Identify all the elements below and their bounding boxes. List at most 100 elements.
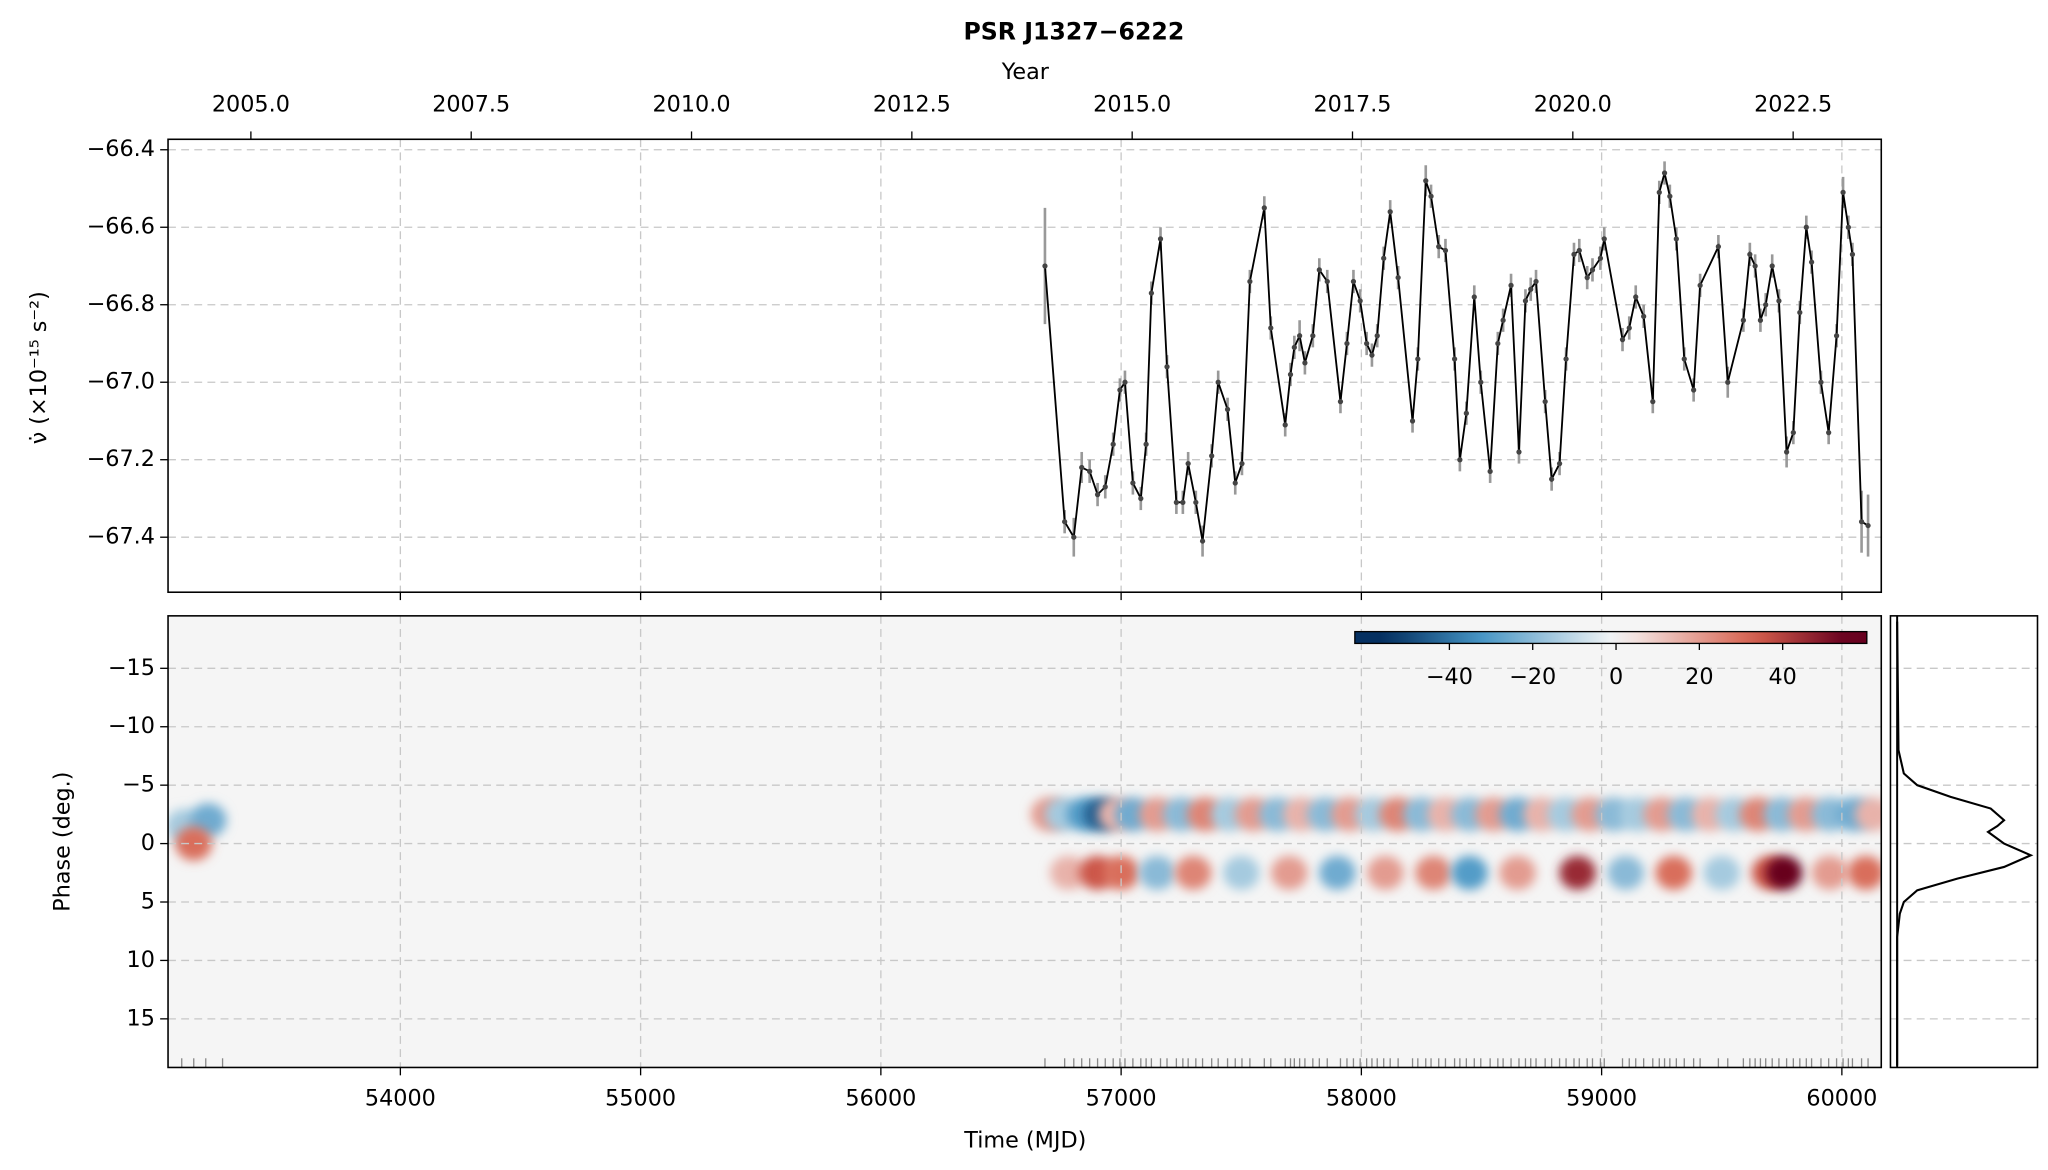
data-point	[1740, 317, 1746, 323]
heatmap-cell	[1607, 855, 1645, 890]
data-point	[1102, 484, 1108, 490]
x2-tick-label: 2005.0	[212, 92, 290, 118]
data-point	[1247, 278, 1253, 285]
data-point	[1296, 333, 1303, 339]
profile-line	[1896, 621, 2034, 1066]
data-point	[1818, 379, 1824, 385]
x2-tick-label: 2007.5	[432, 92, 510, 118]
heatmap-background	[168, 615, 1882, 1068]
data-point	[1261, 205, 1267, 211]
data-point	[1415, 356, 1421, 362]
x2-tick-label: 2015.0	[1093, 92, 1171, 118]
data-point	[1357, 298, 1363, 304]
x2-tick-label: 2012.5	[873, 92, 951, 118]
data-point	[1110, 441, 1116, 447]
x2-tick-label: 2022.5	[1754, 92, 1832, 118]
data-point	[1374, 333, 1380, 339]
phase-axis-label: Phase (deg.)	[50, 772, 76, 912]
data-point	[1287, 371, 1294, 378]
colorbar	[1354, 630, 1868, 645]
data-point	[1122, 379, 1128, 385]
heatmap-cell	[1174, 855, 1212, 890]
data-point	[1752, 263, 1758, 269]
data-point	[1533, 278, 1539, 285]
data-point	[1500, 317, 1506, 323]
data-point	[1650, 398, 1656, 405]
data-point	[1556, 460, 1563, 467]
chart-title: PSR J1327−6222	[963, 17, 1184, 45]
data-point	[1691, 387, 1697, 393]
data-point	[1364, 340, 1370, 347]
data-point	[1324, 278, 1330, 285]
data-point	[1209, 453, 1215, 459]
colorbar-tick-label: 40	[1768, 664, 1796, 690]
x2-tick-label: 2010.0	[653, 92, 731, 118]
data-point	[1840, 189, 1846, 196]
x2-tick-label: 2020.0	[1534, 92, 1612, 118]
data-point	[1661, 170, 1668, 176]
data-point	[1542, 398, 1548, 405]
data-point	[1316, 267, 1322, 273]
heatmap-cell	[1499, 855, 1536, 890]
x-tick-label: 59000	[1566, 1085, 1637, 1111]
data-point	[1062, 519, 1068, 525]
data-point	[1337, 398, 1344, 405]
data-point	[1757, 317, 1764, 323]
data-point	[1185, 460, 1191, 467]
data-point	[1239, 460, 1245, 467]
data-point	[1130, 480, 1136, 486]
data-point	[1776, 298, 1782, 304]
data-point	[1451, 356, 1458, 362]
data-point	[1865, 522, 1871, 529]
data-point	[1148, 290, 1155, 296]
x-tick-label: 58000	[1326, 1085, 1397, 1111]
heatmap-cell	[175, 826, 213, 861]
data-point	[1797, 309, 1803, 316]
data-point	[1803, 224, 1809, 230]
x-tick-label: 57000	[1086, 1085, 1157, 1111]
y-tick-label: 5	[141, 889, 155, 915]
y-tick-label: −67.2	[87, 446, 155, 472]
data-point	[1117, 387, 1123, 393]
axes-frame	[167, 138, 1883, 594]
heatmap-cell	[1222, 855, 1260, 890]
colorbar-tick-label: −40	[1426, 664, 1473, 690]
data-point	[1697, 282, 1703, 288]
data-point	[1350, 278, 1357, 285]
data-point	[1747, 251, 1753, 257]
x-tick-label: 56000	[845, 1085, 916, 1111]
data-point	[1436, 243, 1442, 250]
data-point	[1232, 480, 1238, 486]
data-point	[1845, 224, 1851, 230]
data-point	[1508, 282, 1514, 288]
data-point	[1849, 251, 1856, 257]
axes-frame	[1889, 615, 2039, 1069]
x-tick-label: 55000	[605, 1085, 676, 1111]
data-point	[1549, 476, 1555, 482]
data-point	[1858, 519, 1865, 525]
x-tick-label: 60000	[1806, 1085, 1877, 1111]
data-point	[1180, 499, 1186, 505]
x2-tick-label: 2017.5	[1313, 92, 1391, 118]
data-point	[1601, 236, 1607, 242]
y-axis-label: ν̇ (×10⁻¹⁵ s⁻²)	[26, 291, 52, 444]
data-point	[1079, 464, 1085, 471]
data-point	[1563, 356, 1569, 362]
heatmap-cell	[1703, 855, 1741, 890]
y-tick-label: 15	[127, 1005, 155, 1031]
heatmap-cell	[1138, 855, 1176, 890]
data-point	[1302, 360, 1308, 366]
data-point	[1619, 336, 1626, 343]
data-point	[1597, 255, 1604, 261]
y-tick-label: −67.0	[87, 369, 155, 395]
data-point	[1495, 340, 1501, 347]
data-point	[1395, 274, 1401, 281]
data-point	[1715, 243, 1722, 250]
data-point	[1344, 340, 1350, 347]
data-point	[1833, 333, 1840, 339]
data-point	[1094, 491, 1101, 498]
y-tick-label: −66.6	[87, 214, 155, 240]
y-tick-label: 0	[141, 830, 155, 856]
data-point	[1667, 193, 1673, 199]
